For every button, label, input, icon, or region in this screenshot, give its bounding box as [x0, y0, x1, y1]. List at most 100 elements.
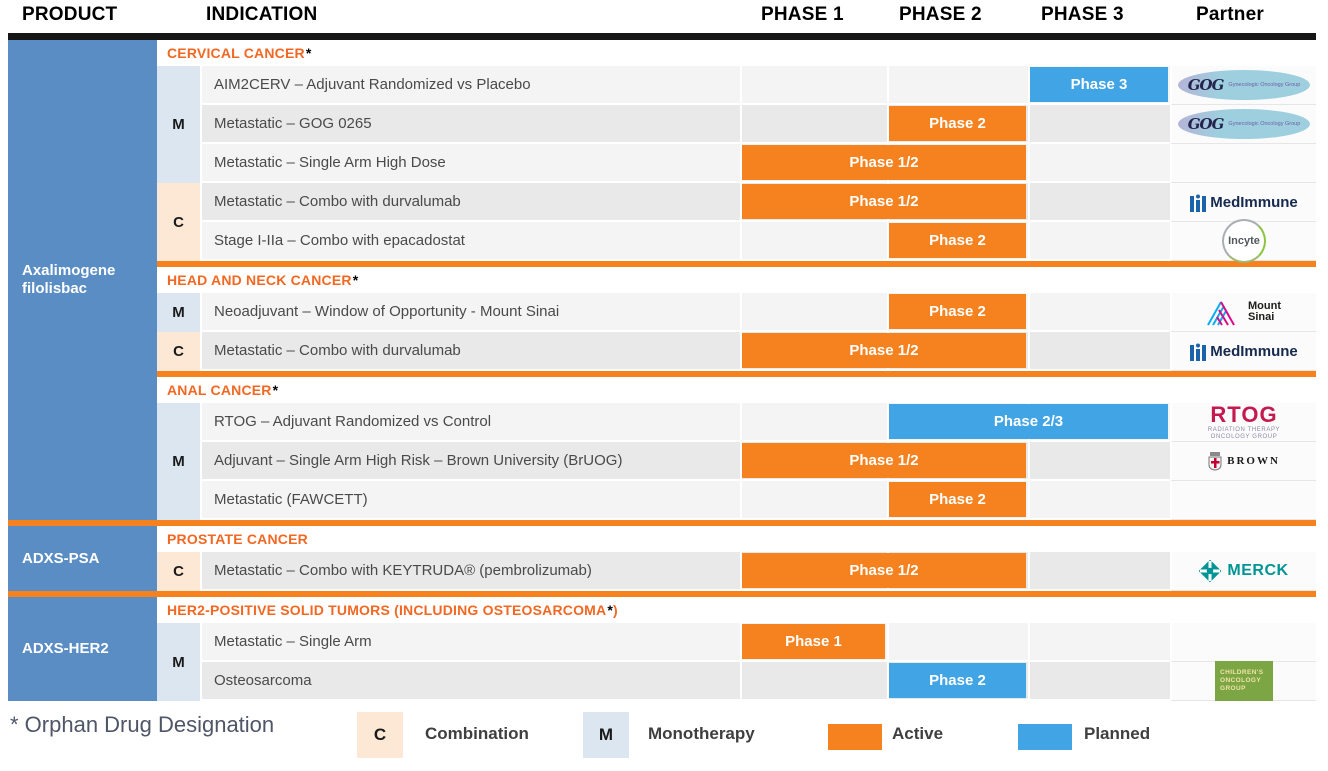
- product-cell-adxs-psa: ADXS-PSA: [8, 526, 157, 591]
- partner-cell: BROWN: [1170, 442, 1316, 481]
- indication-cell: Metastatic – Single Arm: [200, 623, 740, 662]
- phase-cell: [1028, 662, 1170, 701]
- indication-cell: RTOG – Adjuvant Randomized vs Control: [200, 403, 740, 442]
- indication-cell: Metastatic – Combo with KEYTRUDA® (pembr…: [200, 552, 740, 591]
- gog-logo: GOG Gynecologic Oncology Group: [1178, 109, 1310, 139]
- phase-bar-active: Phase 1/2: [742, 333, 1026, 368]
- indication-cell: Metastatic – Single Arm High Dose: [200, 144, 740, 183]
- phase-cell: [1028, 623, 1170, 662]
- section-head-and-neck-cancer: HEAD AND NECK CANCER * M C Neoadjuvant – …: [157, 267, 1316, 371]
- monotherapy-badge: M: [157, 66, 200, 183]
- phase-area: Phase 2/3: [740, 403, 1170, 442]
- indication-cell: Adjuvant – Single Arm High Risk – Brown …: [200, 442, 740, 481]
- section-divider: [157, 371, 1316, 377]
- combination-badge: C: [157, 183, 200, 261]
- phase-area: Phase 1/2: [740, 183, 1170, 222]
- phase-cell: [1028, 552, 1170, 591]
- partner-cell: [1170, 623, 1316, 662]
- section-prostate-cancer: PROSTATE CANCER C Metastatic – Combo wit…: [157, 526, 1316, 591]
- phase-bar-active: Phase 2: [889, 294, 1026, 329]
- partner-cell: MERCK: [1170, 552, 1316, 591]
- combination-key-label: Combination: [425, 724, 529, 743]
- phase-cell: [740, 293, 887, 332]
- indication-cell: Neoadjuvant – Window of Opportunity - Mo…: [200, 293, 740, 332]
- planned-legend-swatch: [1018, 724, 1072, 750]
- section-title: CERVICAL CANCER *: [157, 40, 1316, 66]
- phase-area: Phase 1/2: [740, 332, 1170, 371]
- brown-university-logo: BROWN: [1208, 451, 1280, 471]
- table-row: Metastatic – Single Arm Phase 1: [157, 623, 1316, 662]
- table-row: Metastatic – GOG 0265 Phase 2 GOG Gynecol…: [157, 105, 1316, 144]
- phase-cell: [887, 623, 1028, 662]
- table-row: Metastatic – Combo with durvalumab Phase…: [157, 183, 1316, 222]
- header-divider-rule: [8, 33, 1316, 40]
- section-title-text: CERVICAL CANCER: [167, 45, 305, 61]
- section-title: PROSTATE CANCER: [157, 526, 1316, 552]
- product-name: ADXS-PSA: [22, 549, 100, 567]
- orphan-asterisk: *: [352, 272, 359, 288]
- childrens-oncology-group-logo: CHILDREN'S ONCOLOGY GROUP: [1215, 661, 1273, 701]
- orphan-asterisk: *: [305, 45, 312, 61]
- section-title-text: HEAD AND NECK CANCER: [167, 272, 352, 288]
- section-title-text: PROSTATE CANCER: [167, 531, 308, 547]
- product-name: Axalimogene filolisbac: [22, 262, 116, 297]
- monotherapy-badge: M: [157, 293, 200, 332]
- monotherapy-badge: M: [157, 403, 200, 520]
- brown-crest-icon: [1208, 451, 1222, 471]
- partner-cell: [1170, 481, 1316, 520]
- phase-cell: [740, 662, 887, 701]
- indication-cell: Metastatic (FAWCETT): [200, 481, 740, 520]
- monotherapy-key-label: Monotherapy: [648, 724, 755, 743]
- phase-area: Phase 1/2: [740, 552, 1170, 591]
- indication-cell: Metastatic – Combo with durvalumab: [200, 183, 740, 222]
- phase-area: Phase 3: [740, 66, 1170, 105]
- monotherapy-badge: M: [157, 623, 200, 701]
- phase-bar-active: Phase 1/2: [742, 553, 1026, 588]
- table-row: AIM2CERV – Adjuvant Randomized vs Placeb…: [157, 66, 1316, 105]
- orphan-asterisk: *: [607, 602, 614, 618]
- merck-icon: [1199, 560, 1222, 582]
- gog-logo: GOG Gynecologic Oncology Group: [1178, 70, 1310, 100]
- section-title: HER2-POSITIVE SOLID TUMORS (INCLUDING OS…: [157, 597, 1316, 623]
- phase-cell: [1028, 144, 1170, 183]
- section-title-text: ANAL CANCER: [167, 382, 272, 398]
- partner-cell: [1170, 144, 1316, 183]
- phase-cell: [1028, 293, 1170, 332]
- phase-bar-active: Phase 2: [889, 482, 1026, 517]
- phase-cell: [740, 66, 887, 105]
- table-row: Neoadjuvant – Window of Opportunity - Mo…: [157, 293, 1316, 332]
- medimmune-logo: MedImmune: [1190, 192, 1298, 212]
- merck-logo: MERCK: [1199, 560, 1288, 582]
- phase-area: Phase 2: [740, 662, 1170, 701]
- mount-sinai-icon: [1207, 301, 1235, 326]
- phase-area: Phase 2: [740, 293, 1170, 332]
- table-row: Stage I-IIa – Combo with epacadostat Pha…: [157, 219, 1316, 263]
- table-row: Metastatic (FAWCETT) Phase 2: [157, 481, 1316, 520]
- section-title: ANAL CANCER *: [157, 377, 1316, 403]
- indication-cell: AIM2CERV – Adjuvant Randomized vs Placeb…: [200, 66, 740, 105]
- indication-cell: Metastatic – GOG 0265: [200, 105, 740, 144]
- phase-bar-active: Phase 2: [889, 223, 1026, 258]
- pipeline-table: Axalimogene filolisbac ADXS-PSA ADXS-HER…: [8, 40, 1316, 701]
- active-legend-swatch: [828, 724, 882, 750]
- combination-badge: C: [157, 552, 200, 591]
- column-header-indication: INDICATION: [206, 4, 318, 25]
- monotherapy-key-swatch: M: [583, 712, 629, 758]
- section-divider: [8, 591, 1316, 597]
- phase-bar-active: Phase 1/2: [742, 145, 1026, 180]
- partner-cell: GOG Gynecologic Oncology Group: [1170, 66, 1316, 105]
- partner-cell: RTOG RADIATION THERAPY ONCOLOGY GROUP: [1170, 403, 1316, 442]
- orphan-drug-footnote: * Orphan Drug Designation: [10, 712, 275, 737]
- phase-bar-active: Phase 2: [889, 106, 1026, 141]
- rtog-logo: RTOG RADIATION THERAPY ONCOLOGY GROUP: [1207, 402, 1281, 441]
- medimmune-logo: MedImmune: [1190, 341, 1298, 361]
- combination-badge: C: [157, 332, 200, 371]
- indication-cell: Metastatic – Combo with durvalumab: [200, 332, 740, 371]
- medimmune-icon: [1190, 194, 1207, 212]
- section-divider: [157, 261, 1316, 267]
- column-header-partner: Partner: [1196, 4, 1264, 25]
- column-header-phase2: PHASE 2: [899, 4, 982, 25]
- orphan-asterisk: *: [272, 382, 279, 398]
- phase-area: Phase 1/2: [740, 144, 1170, 183]
